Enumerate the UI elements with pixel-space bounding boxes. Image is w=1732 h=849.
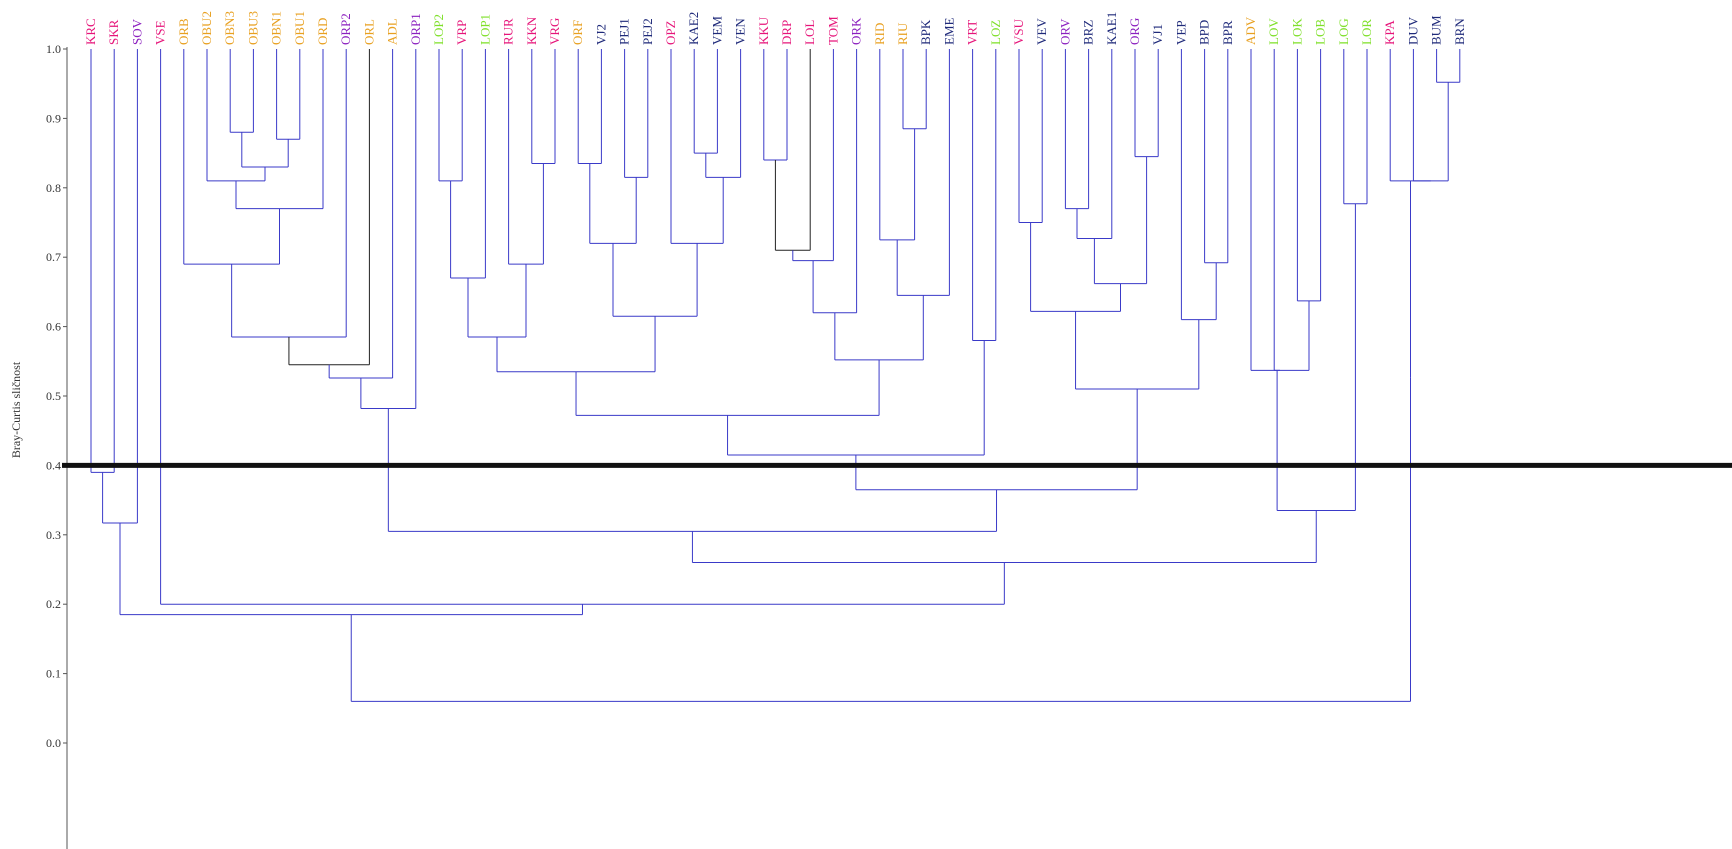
leaf-label: BPR [1220,20,1235,45]
y-tick-label: 0.3 [46,528,61,542]
leaf-label: OBU2 [199,11,214,45]
y-tick-label: 0.4 [46,458,61,472]
leaf-label: OBN1 [269,11,284,45]
leaf-label: VEP [1173,20,1188,45]
y-tick-label: 0.9 [46,111,61,125]
leaf-label: ORG [1127,18,1142,45]
leaf-label: KAE2 [686,12,701,45]
leaf-label: OPZ [663,20,678,45]
leaf-label: VSU [1011,18,1026,45]
leaf-label: PEJ1 [617,18,632,45]
y-tick-label: 0.5 [46,389,61,403]
leaf-label: LOK [1289,18,1304,45]
leaf-label: DRP [779,20,794,45]
leaf-label: TOM [825,16,840,45]
leaf-label: VJ2 [593,24,608,45]
y-axis: 0.0 0.1 0.2 0.3 0.4 0.5 0.6 0.7 0.8 0.9 1.0 [46,42,68,849]
leaf-label: LOV [1266,18,1281,45]
leaf-label: VEM [709,16,724,45]
leaf-label: BPD [1197,20,1212,45]
y-tick-label: 0.7 [46,250,61,264]
y-tick-label: 0.0 [46,736,61,750]
leaf-label: OBU1 [292,11,307,45]
leaf-label: BUM [1429,15,1444,45]
dendrogram-links [90,49,1461,702]
leaf-label: BRZ [1081,20,1096,45]
leaf-label: ORV [1057,18,1072,45]
leaf-label: RUR [501,18,516,45]
leaf-label: ORK [849,17,864,45]
leaf-label: SOV [129,18,144,45]
leaf-label: LOG [1336,18,1351,45]
leaf-label: ADV [1243,16,1258,45]
leaf-label: ORF [570,20,585,45]
leaf-label: VSE [153,20,168,45]
leaf-label: KPA [1382,20,1397,45]
leaf-label: LOP1 [477,14,492,45]
leaf-label: ORL [361,19,376,45]
leaf-label: PEJ2 [640,18,655,45]
leaf-label: EME [941,18,956,46]
y-tick-label: 0.2 [46,597,61,611]
leaf-label: VRP [454,20,469,45]
leaf-label: VRG [547,18,562,45]
leaf-label: ORB [176,18,191,45]
y-axis-title: Bray-Curtis sličnost [9,361,23,458]
leaf-label: OBU3 [245,11,260,45]
y-tick-label: 0.1 [46,667,61,681]
leaf-label: ORP2 [338,13,353,45]
leaf-label: VEN [733,18,748,45]
leaf-label: KKN [524,16,539,45]
y-tick-label: 0.6 [46,320,61,334]
leaf-label: RIU [895,22,910,45]
leaf-label: LOP2 [431,14,446,45]
leaf-label: ORP1 [408,13,423,45]
y-tick-label: 1.0 [46,42,61,56]
leaf-label: VRT [965,20,980,45]
leaf-label: ADL [385,18,400,45]
leaf-label: SKR [106,19,121,45]
leaf-label: LOL [802,20,817,45]
leaf-label: LOR [1359,19,1374,45]
leaf-label: VJ1 [1150,24,1165,45]
leaf-label: BPK [918,19,933,45]
leaf-label: OBN3 [222,11,237,45]
leaf-label: KRC [83,18,98,45]
leaf-label: RID [872,23,887,45]
leaf-label: BRN [1452,18,1467,45]
leaf-label: DUV [1405,16,1420,45]
leaf-label: LOB [1313,19,1328,45]
leaf-label: ORD [315,18,330,45]
leaf-labels: KRC SKR SOV VSE ORB OBU2 OBN3 OBU3 OBN1 OBU1 ORD OR… [83,11,1467,45]
leaf-label: KKU [756,16,771,45]
y-tick-label: 0.8 [46,181,61,195]
leaf-label: VEV [1034,18,1049,45]
leaf-label: LOZ [988,20,1003,45]
leaf-label: KAE1 [1104,12,1119,45]
